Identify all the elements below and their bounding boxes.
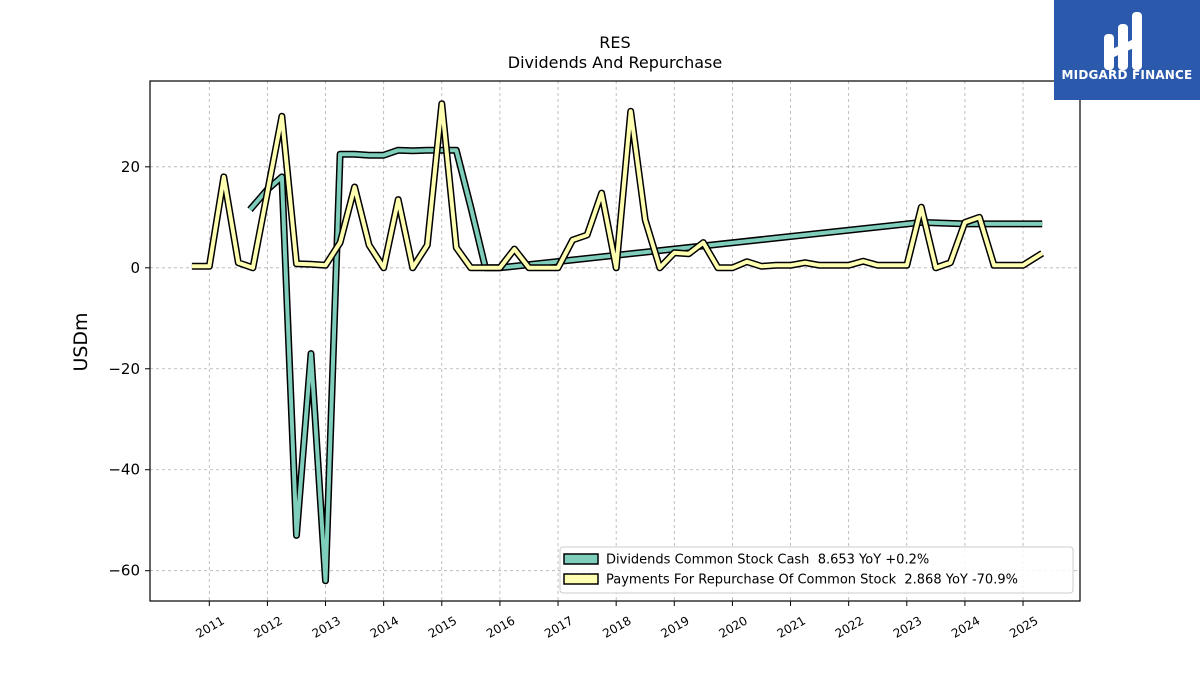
x-tick-label: 2024 [949, 613, 982, 640]
y-axis-label: USDm [70, 312, 92, 371]
y-axis-ticks: 20 0 −20 −40 −60 [108, 158, 150, 580]
legend-swatch [563, 573, 599, 585]
legend-label: Dividends Common Stock Cash 8.653 YoY +0… [606, 553, 929, 568]
x-axis-ticks: 2011 2012 2013 2014 2015 2016 2017 2018 2019 2020… [193, 601, 1041, 641]
series-2-line [191, 101, 1044, 270]
x-tick-label: 2019 [658, 613, 691, 640]
y-tick-label: −20 [108, 360, 140, 378]
x-tick-label: 2021 [775, 613, 808, 640]
legend-swatch [563, 553, 599, 565]
x-tick-label: 2018 [600, 613, 633, 640]
chart-subtitle: Dividends And Repurchase [508, 53, 722, 72]
plot-frame [149, 80, 1081, 602]
legend-label: Payments For Repurchase Of Common Stock … [606, 573, 1018, 588]
x-tick-label: 2023 [891, 613, 924, 640]
x-tick-label: 2016 [484, 613, 517, 640]
y-tick-label: −40 [108, 461, 140, 479]
x-tick-label: 2017 [542, 613, 575, 640]
x-tick-label: 2020 [716, 613, 749, 640]
x-tick-label: 2014 [368, 613, 401, 640]
brand-logo: MIDGARD FINANCE [1054, 0, 1200, 100]
x-tick-label: 2013 [310, 613, 343, 640]
y-tick-label: 0 [130, 259, 140, 277]
x-tick-label: 2025 [1007, 613, 1040, 640]
x-tick-label: 2022 [833, 613, 866, 640]
x-tick-label: 2015 [426, 613, 459, 640]
y-tick-label: 20 [121, 158, 140, 176]
series-layer [191, 100, 1045, 585]
legend: Dividends Common Stock Cash 8.653 YoY +0… [559, 546, 1074, 594]
chart-title: RES [599, 33, 630, 52]
x-tick-label: 2011 [193, 613, 226, 640]
legend-box [559, 546, 1074, 594]
brand-name: MIDGARD FINANCE [1061, 68, 1193, 82]
y-tick-label: −60 [108, 562, 140, 580]
brand-logo-mark-icon [1104, 12, 1142, 70]
x-tick-label: 2012 [251, 613, 284, 640]
